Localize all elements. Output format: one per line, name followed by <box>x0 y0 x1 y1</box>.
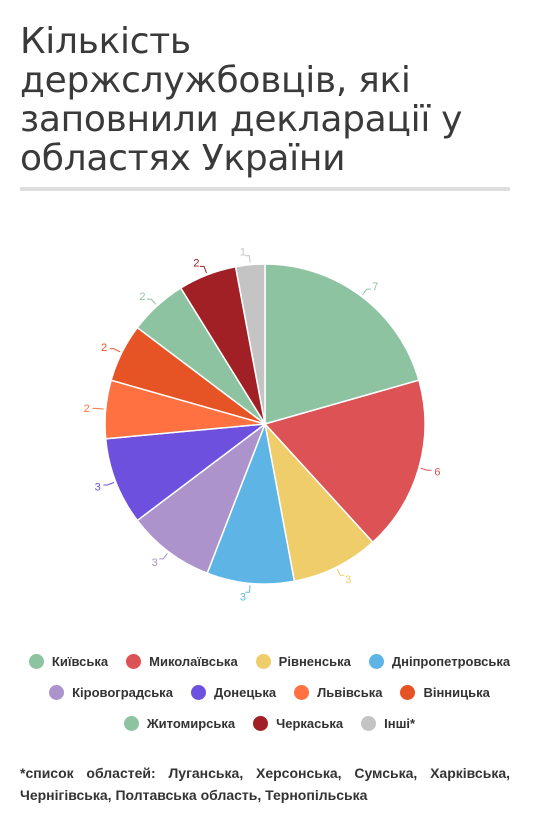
pie-leader-line <box>245 255 251 263</box>
pie-data-label: 3 <box>95 482 101 494</box>
legend-row: Кіровоградська Донецька Львівська Вінницька <box>0 677 539 708</box>
legend-item: Дніпропетровська <box>368 654 511 669</box>
legend-item: Кіровоградська <box>49 685 173 700</box>
legend-swatch <box>49 685 65 700</box>
footnote: *список областей: Луганська, Херсонська,… <box>20 765 510 803</box>
legend-swatch <box>361 716 377 731</box>
pie-leader-lines <box>92 255 432 593</box>
legend-swatch <box>28 654 44 669</box>
pie-leader-line <box>109 348 121 353</box>
legend-item: Житомирська <box>123 716 236 731</box>
legend-swatch <box>368 654 384 669</box>
pie-data-label: 2 <box>84 403 90 415</box>
legend-row: Житомирська Черкаська Інші* <box>0 708 539 739</box>
chart-legend: Київська Миколаївська Рівненська Дніпропетр… <box>0 646 539 739</box>
legend-label: Кіровоградська <box>72 685 173 700</box>
pie-slice <box>264 263 420 425</box>
legend-item: Київська <box>28 654 109 669</box>
legend-item: Інші* <box>361 716 415 731</box>
chart-title: Кількість держслужбовців, які заповнили … <box>20 21 463 179</box>
legend-item: Миколаївська <box>126 654 238 669</box>
pie-data-label: 7 <box>372 281 378 293</box>
legend-item: Донецька <box>190 685 277 700</box>
pie-chart: 7 6 3 3 3 3 2 2 2 2 1 <box>84 247 441 604</box>
legend-item: Вінницька <box>400 685 490 700</box>
legend-swatch <box>123 716 139 731</box>
pie-slice <box>234 263 266 425</box>
legend-swatch <box>126 654 142 669</box>
legend-item: Черкаська <box>253 716 343 731</box>
pie-slice <box>104 423 268 522</box>
legend-label: Львівська <box>317 685 383 700</box>
legend-swatch <box>294 685 310 700</box>
legend-label: Вінницька <box>423 685 490 700</box>
pie-data-label: 6 <box>434 466 440 478</box>
legend-item: Рівненська <box>255 654 351 669</box>
pie-leader-line <box>336 568 345 576</box>
pie-slice <box>263 421 374 583</box>
pie-slice <box>136 421 267 575</box>
legend-label: Дніпропетровська <box>391 654 511 669</box>
pie-leader-line <box>147 298 157 305</box>
pie-data-label: 2 <box>101 342 107 354</box>
legend-row: Київська Миколаївська Рівненська Дніпропетр… <box>0 646 539 677</box>
pie-leader-line <box>103 482 115 486</box>
legend-label: Миколаївська <box>149 654 238 669</box>
legend-label: Житомирська <box>146 716 236 731</box>
pie-data-label: 2 <box>193 258 199 270</box>
legend-item: Львівська <box>294 685 382 700</box>
legend-swatch <box>253 716 269 731</box>
pie-leader-line <box>92 407 104 410</box>
legend-swatch <box>400 685 416 700</box>
legend-label: Рівненська <box>278 654 351 669</box>
legend-label: Інші* <box>384 716 416 731</box>
pie-data-label: 2 <box>139 291 145 303</box>
legend-label: Черкаська <box>276 716 344 731</box>
pie-data-label: 3 <box>240 591 246 603</box>
pie-leader-line <box>245 585 251 593</box>
pie-leader-line <box>159 552 168 560</box>
pie-data-label: 3 <box>152 557 158 569</box>
pie-data-label: 1 <box>240 247 246 259</box>
title-divider <box>20 187 510 191</box>
pie-slices <box>104 263 426 585</box>
pie-slice <box>206 421 296 585</box>
pie-leader-line <box>362 288 371 295</box>
legend-label: Київська <box>51 654 109 669</box>
pie-leader-line <box>200 265 207 274</box>
pie-data-label: 3 <box>345 574 351 586</box>
pie-slice <box>263 379 426 544</box>
legend-label: Донецька <box>213 685 277 700</box>
pie-data-labels: 7 6 3 3 3 3 2 2 2 2 1 <box>84 247 441 604</box>
legend-swatch <box>255 654 271 669</box>
pie-leader-line <box>420 467 432 471</box>
legend-swatch <box>190 685 206 700</box>
